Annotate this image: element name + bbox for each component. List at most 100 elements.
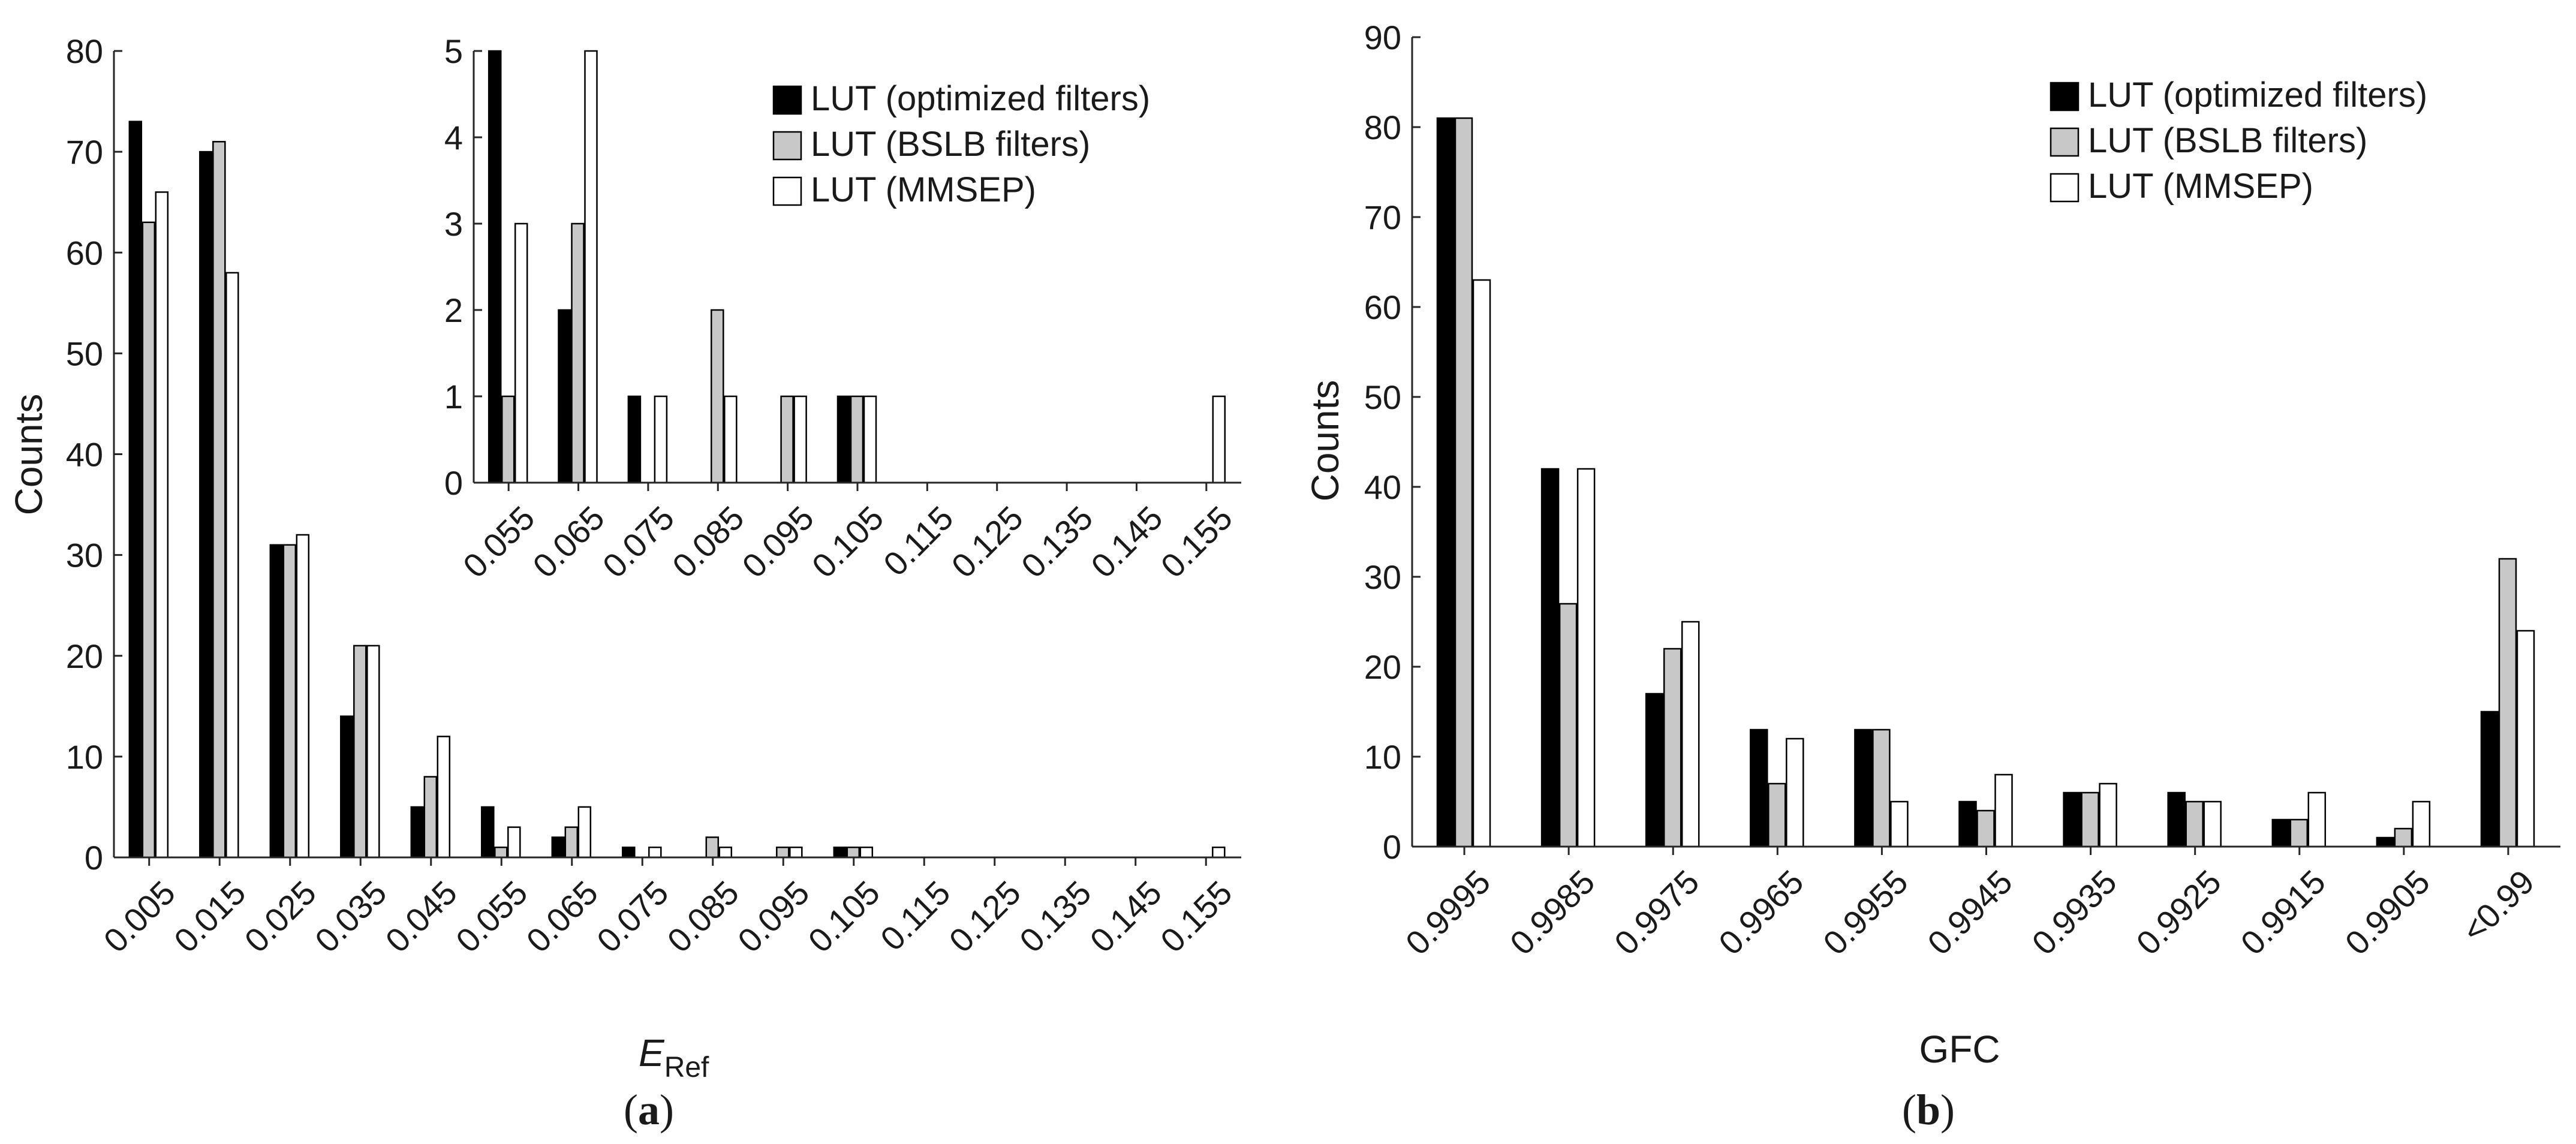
- panel-a-y-axis-label: Counts: [7, 394, 50, 516]
- bar-0.055-series-3: [507, 826, 521, 859]
- y-tick-label: 2: [444, 291, 463, 329]
- bar-0.9925-series-3: [2203, 800, 2222, 848]
- bar-0.085-series-2: [705, 836, 720, 859]
- legend-label: LUT (BSLB filters): [811, 125, 1090, 164]
- legend-swatch: [772, 176, 802, 206]
- bar-0.9985-series-1: [1540, 468, 1560, 848]
- panel-a-x-axis-label: ERef: [639, 1031, 709, 1083]
- bar-0.9935-series-2: [2081, 791, 2099, 848]
- bar-0.9995-series-2: [1454, 117, 1473, 848]
- bar-0.9925-series-1: [2167, 791, 2186, 848]
- bar-0.9985-series-3: [1576, 468, 1596, 848]
- bar-0.045-series-2: [423, 776, 438, 859]
- legend-swatch: [2050, 82, 2080, 112]
- bar-0.9945-series-2: [1976, 809, 1995, 848]
- bar-0.9975-series-2: [1663, 648, 1682, 848]
- legend-label: LUT (optimized filters): [811, 79, 1150, 118]
- bar-0.155-series-3: [1212, 395, 1226, 484]
- y-tick-label: 40: [66, 436, 103, 474]
- panel-b-legend: LUT (optimized filters) LUT (BSLB filters…: [2050, 76, 2427, 206]
- bar-0.065-series-1: [551, 836, 565, 859]
- bar-0.9965-series-2: [1768, 782, 1786, 848]
- bar-0.065-series-1: [558, 309, 571, 484]
- y-tick-label: 0: [1383, 828, 1401, 866]
- bar-0.075-series-1: [622, 846, 636, 859]
- bar-0.075-series-3: [654, 395, 668, 484]
- bar-0.9955-series-1: [1854, 728, 1873, 848]
- bar-0.105-series-2: [846, 846, 860, 859]
- y-tick-label: 0: [85, 839, 103, 877]
- bar-0.9985-series-2: [1558, 603, 1578, 848]
- bar-<0.99-series-2: [2498, 558, 2517, 848]
- panel-a-legend: LUT (optimized filters) LUT (BSLB filters…: [772, 79, 1150, 209]
- x-tick-label: 0.115: [876, 499, 961, 583]
- x-tick-label: 0.9995: [1398, 863, 1498, 962]
- y-tick-label: 10: [1364, 738, 1401, 776]
- x-tick-label: 0.015: [167, 874, 253, 960]
- bar-0.9935-series-1: [2063, 791, 2081, 848]
- x-tick-label: 0.9915: [2233, 863, 2333, 962]
- bar-0.055-series-1: [481, 806, 495, 859]
- y-tick-label: 0: [444, 464, 463, 502]
- x-tick-label: 0.9935: [2024, 863, 2124, 962]
- x-tick-label: 0.085: [660, 874, 746, 960]
- y-tick-label: 80: [1364, 109, 1401, 146]
- bar-0.9915-series-3: [2307, 791, 2327, 848]
- x-tick-label: 0.065: [525, 499, 612, 585]
- bar-0.055-series-1: [487, 50, 502, 484]
- bar-0.105-series-2: [850, 395, 864, 484]
- bar-0.065-series-3: [584, 50, 598, 484]
- bar-0.085-series-3: [724, 395, 738, 484]
- panel-b-letter: b: [1916, 1086, 1940, 1134]
- bar-0.065-series-2: [571, 222, 585, 484]
- y-tick-label: 20: [66, 637, 103, 675]
- x-tick-label: 0.9905: [2338, 863, 2437, 962]
- bar-0.075-series-3: [648, 846, 662, 859]
- bar-0.015-series-2: [212, 141, 226, 859]
- bar-0.9905-series-3: [2412, 800, 2431, 848]
- y-tick-label: 1: [444, 378, 463, 416]
- panel-a-caption: (a): [624, 1086, 674, 1134]
- panel-a-main-chart: 0.0050.0150.0250.0350.0450.0550.0650.075…: [66, 32, 1241, 959]
- x-tick-label: 0.155: [1154, 499, 1240, 585]
- x-tick-label: 0.155: [1153, 874, 1239, 960]
- bar-0.9945-series-3: [1994, 773, 2013, 848]
- x-tick-label: 0.9985: [1503, 863, 1602, 962]
- bar-0.9975-series-1: [1645, 693, 1664, 848]
- x-tick-label: 0.9965: [1711, 863, 1811, 962]
- x-tick-label: 0.095: [730, 874, 817, 960]
- bar-0.9915-series-2: [2289, 818, 2309, 848]
- y-tick-label: 3: [444, 205, 463, 243]
- x-tick-label: 0.085: [665, 499, 751, 585]
- x-tick-label: 0.135: [1014, 499, 1100, 585]
- panel-b-caption: (b): [1902, 1086, 1955, 1134]
- bar-0.015-series-3: [225, 272, 239, 859]
- bar-0.085-series-3: [718, 846, 733, 859]
- x-tick-label: 0.065: [519, 874, 605, 960]
- panel-a-letter: a: [638, 1086, 660, 1134]
- y-tick-label: 90: [1364, 19, 1401, 56]
- bar-0.095-series-3: [793, 395, 807, 484]
- y-tick-label: 70: [66, 133, 103, 171]
- x-tick-label: <0.99: [2455, 863, 2542, 950]
- bar-0.9955-series-3: [1890, 800, 1909, 848]
- bar-0.095-series-3: [789, 846, 803, 859]
- bar-0.105-series-1: [833, 846, 847, 859]
- bar-0.065-series-2: [564, 826, 579, 859]
- x-tick-label: 0.125: [944, 499, 1030, 585]
- bar-0.9965-series-1: [1750, 728, 1768, 848]
- bar-0.025-series-3: [296, 534, 310, 859]
- bar-<0.99-series-3: [2516, 630, 2535, 848]
- legend-swatch: [2050, 173, 2080, 203]
- bar-0.9935-series-3: [2099, 782, 2117, 848]
- x-tick-label: 0.045: [378, 874, 464, 960]
- bar-0.075-series-1: [627, 395, 642, 484]
- x-tick-label: 0.105: [805, 499, 891, 585]
- bar-0.9995-series-1: [1436, 117, 1455, 848]
- x-tick-label: 0.135: [1012, 874, 1099, 960]
- bar-0.095-series-2: [776, 846, 790, 859]
- y-tick-label: 10: [66, 738, 103, 776]
- bar-0.055-series-3: [514, 222, 528, 484]
- bar-0.9905-series-1: [2376, 836, 2395, 848]
- panel-b-y-axis-label: Counts: [1304, 380, 1347, 502]
